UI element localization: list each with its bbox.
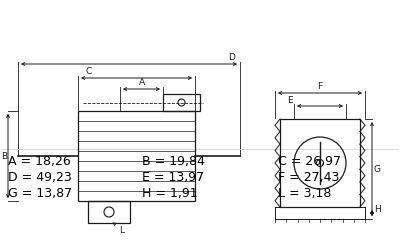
Text: L: L — [119, 226, 124, 235]
Bar — [280, 119, 360, 207]
Text: H = 1,91: H = 1,91 — [142, 187, 198, 199]
Text: D: D — [228, 53, 235, 62]
Bar — [163, 94, 200, 111]
Text: D = 49,23: D = 49,23 — [8, 171, 72, 184]
Bar — [88, 201, 130, 223]
Text: G = 13,87: G = 13,87 — [8, 187, 72, 199]
Text: C: C — [86, 67, 92, 76]
Text: F: F — [318, 82, 322, 91]
Text: B = 19,84: B = 19,84 — [142, 154, 205, 168]
Text: G: G — [374, 165, 381, 174]
Text: A: A — [138, 78, 144, 87]
Text: E = 13,97: E = 13,97 — [142, 171, 204, 184]
Bar — [78, 111, 195, 201]
Text: F = 27,43: F = 27,43 — [278, 171, 339, 184]
Text: L = 3,18: L = 3,18 — [278, 187, 331, 199]
Text: B: B — [1, 151, 7, 161]
Text: H: H — [374, 204, 381, 213]
Text: A = 18,26: A = 18,26 — [8, 154, 71, 168]
Text: C = 26,97: C = 26,97 — [278, 154, 341, 168]
Text: E: E — [287, 96, 293, 105]
